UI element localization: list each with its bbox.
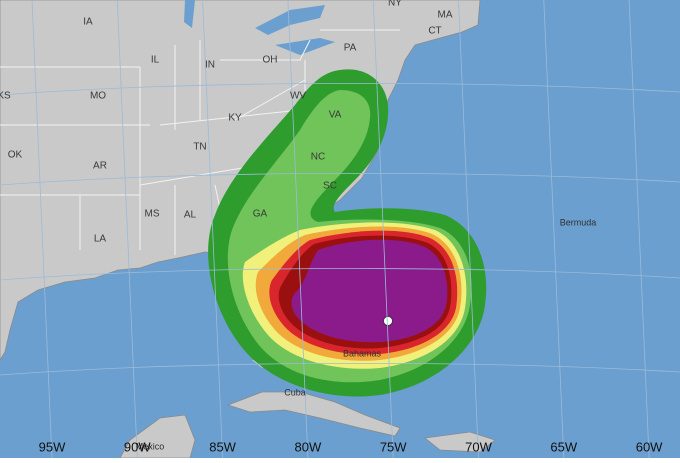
state-label: NC (311, 152, 325, 163)
longitude-label: 90W (124, 439, 151, 454)
place-label: Bermuda (560, 217, 597, 227)
state-label: NY (388, 0, 402, 9)
state-label: KY (228, 113, 242, 124)
state-label: LA (94, 234, 107, 245)
cuba (226, 391, 401, 437)
longitude-label: 80W (295, 439, 322, 454)
longitude-label: 60W (636, 439, 663, 454)
longitude-label: 95W (39, 439, 66, 454)
meridian (287, 0, 309, 459)
state-label: OK (8, 150, 23, 161)
meridian (458, 0, 479, 459)
state-label: OH (263, 55, 278, 66)
state-label: AR (93, 161, 107, 172)
state-label: GA (253, 209, 268, 220)
meridian (202, 0, 223, 459)
meridian (543, 0, 565, 459)
zone-max (291, 239, 448, 343)
meridian (628, 0, 650, 459)
meridian (372, 0, 394, 459)
state-label: MO (90, 91, 106, 102)
meridian (116, 0, 138, 459)
state-label: VA (329, 110, 342, 121)
state-label: KS (0, 91, 11, 102)
state-label: IN (205, 60, 215, 71)
place-label: Bahamas (343, 348, 382, 358)
state-label: MS (145, 209, 160, 220)
storm-center (383, 316, 393, 326)
place-label: Mexico (136, 441, 165, 451)
longitude-label: 65W (550, 439, 577, 454)
state-label: IL (151, 55, 160, 66)
state-label: AL (184, 210, 197, 221)
state-label: MA (438, 10, 453, 21)
state-label: CT (428, 26, 441, 37)
state-label: SC (323, 181, 337, 192)
meridian (31, 0, 53, 459)
state-label: WV (290, 91, 306, 102)
longitude-label: 75W (380, 439, 407, 454)
longitude-label: 85W (209, 439, 236, 454)
state-label: TN (193, 142, 206, 153)
longitude-label: 70W (465, 439, 492, 454)
lake (184, 0, 335, 55)
state-label: IA (83, 17, 93, 28)
wind-probabilities (208, 69, 487, 397)
state-label: PA (344, 43, 357, 54)
place-label: Cuba (284, 387, 306, 397)
